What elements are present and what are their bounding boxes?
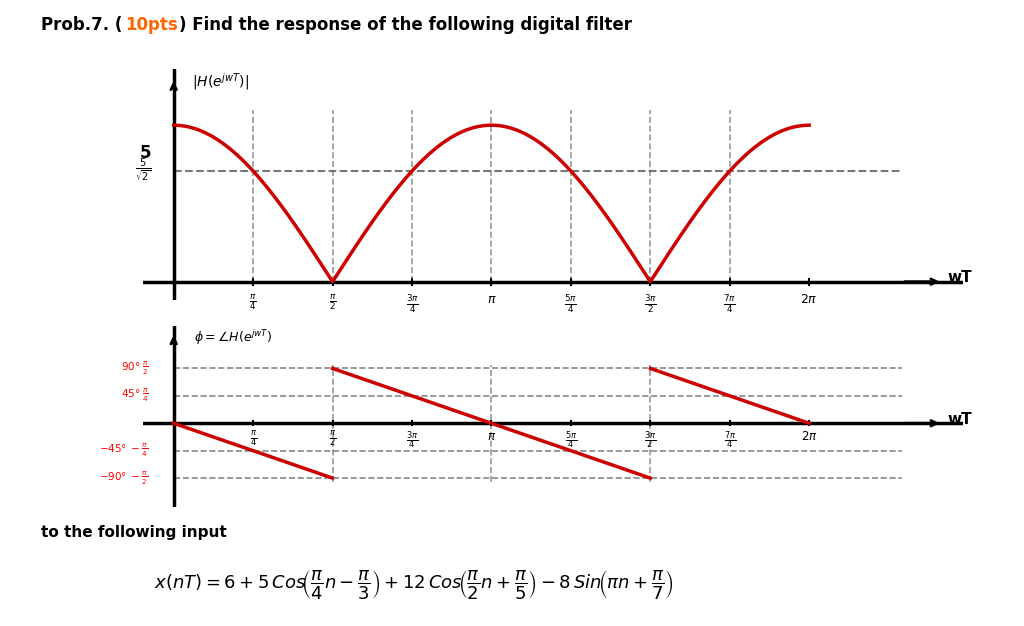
Text: $\frac{5\pi}{4}$: $\frac{5\pi}{4}$ — [564, 429, 577, 451]
Text: $\frac{3\pi}{2}$: $\frac{3\pi}{2}$ — [644, 429, 656, 451]
Text: $2\pi$: $2\pi$ — [801, 293, 818, 305]
Text: $\frac{\pi}{4}$: $\frac{\pi}{4}$ — [250, 429, 257, 449]
Text: $\frac{3\pi}{2}$: $\frac{3\pi}{2}$ — [644, 293, 656, 314]
Text: $\frac{5\pi}{4}$: $\frac{5\pi}{4}$ — [564, 293, 578, 314]
Text: $\frac{5}{\sqrt{2}}$: $\frac{5}{\sqrt{2}}$ — [135, 157, 152, 185]
Text: $\frac{\pi}{4}$: $\frac{\pi}{4}$ — [250, 293, 257, 312]
Text: $\frac{7\pi}{4}$: $\frac{7\pi}{4}$ — [723, 293, 736, 314]
Text: $\pi$: $\pi$ — [486, 293, 497, 305]
Text: wT: wT — [947, 270, 972, 284]
Text: $|H(e^{jwT})|$: $|H(e^{jwT})|$ — [191, 71, 249, 92]
Text: $2\pi$: $2\pi$ — [801, 429, 817, 443]
Text: 5: 5 — [140, 143, 152, 162]
Text: wT: wT — [947, 411, 972, 426]
Text: $\frac{\pi}{2}$: $\frac{\pi}{2}$ — [329, 429, 336, 449]
Text: $-90°\;-\frac{\pi}{2}$: $-90°\;-\frac{\pi}{2}$ — [99, 470, 148, 486]
Text: $45°\;\frac{\pi}{4}$: $45°\;\frac{\pi}{4}$ — [121, 387, 148, 404]
Text: $90°\;\frac{\pi}{2}$: $90°\;\frac{\pi}{2}$ — [121, 360, 148, 377]
Text: ) Find the response of the following digital filter: ) Find the response of the following dig… — [179, 16, 632, 34]
Text: to the following input: to the following input — [41, 525, 226, 540]
Text: 10pts: 10pts — [125, 16, 178, 34]
Text: $\frac{3\pi}{4}$: $\frac{3\pi}{4}$ — [406, 293, 419, 314]
Text: $\pi$: $\pi$ — [486, 429, 496, 443]
Text: Prob.7. (: Prob.7. ( — [41, 16, 122, 34]
Text: $\phi = \angle H(e^{jwT})$: $\phi = \angle H(e^{jwT})$ — [194, 328, 272, 347]
Text: $\frac{\pi}{2}$: $\frac{\pi}{2}$ — [329, 293, 336, 312]
Text: $\frac{3\pi}{4}$: $\frac{3\pi}{4}$ — [406, 429, 418, 451]
Text: $\frac{7\pi}{4}$: $\frac{7\pi}{4}$ — [724, 429, 736, 451]
Text: $x(nT) = 6 + 5\,Cos\!\left(\dfrac{\pi}{4}n - \dfrac{\pi}{3}\right)+ 12\,Cos\!\le: $x(nT) = 6 + 5\,Cos\!\left(\dfrac{\pi}{4… — [154, 568, 674, 601]
Text: $-45°\;-\frac{\pi}{4}$: $-45°\;-\frac{\pi}{4}$ — [99, 442, 148, 459]
